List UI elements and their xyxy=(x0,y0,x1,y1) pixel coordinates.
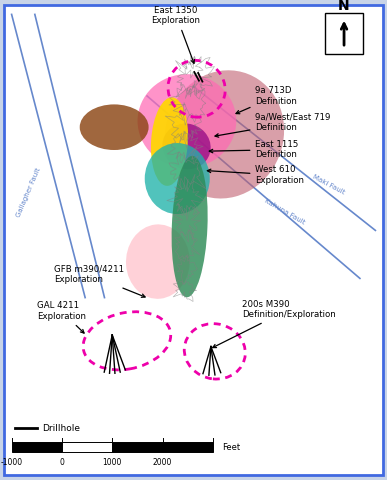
Text: GFB m390/4211
Exploration: GFB m390/4211 Exploration xyxy=(54,265,145,297)
Text: 2000: 2000 xyxy=(153,458,172,468)
Text: 9a 713D
Definition: 9a 713D Definition xyxy=(236,86,297,114)
Text: Maki Fault: Maki Fault xyxy=(312,174,346,196)
Ellipse shape xyxy=(151,97,188,186)
Text: 0: 0 xyxy=(60,458,64,468)
Ellipse shape xyxy=(165,70,284,199)
Bar xyxy=(112,442,163,452)
Text: Gallagher Fault: Gallagher Fault xyxy=(16,167,42,217)
Ellipse shape xyxy=(163,123,211,169)
Text: East 1115
Definition: East 1115 Definition xyxy=(209,140,299,159)
Text: GAL 4211
Exploration: GAL 4211 Exploration xyxy=(37,301,86,333)
Text: -1000: -1000 xyxy=(0,458,23,468)
Text: 200s M390
Definition/Exploration: 200s M390 Definition/Exploration xyxy=(213,300,336,348)
Text: 1000: 1000 xyxy=(103,458,122,468)
Text: N: N xyxy=(338,0,350,13)
Text: West 610
Exploration: West 610 Exploration xyxy=(207,166,305,185)
Bar xyxy=(325,13,363,54)
Ellipse shape xyxy=(145,143,210,214)
Ellipse shape xyxy=(171,156,208,297)
Bar xyxy=(12,442,62,452)
Text: East 1350
Exploration: East 1350 Exploration xyxy=(152,6,200,63)
Text: Drillhole: Drillhole xyxy=(42,424,80,432)
Ellipse shape xyxy=(80,104,149,150)
Ellipse shape xyxy=(138,74,236,168)
Bar xyxy=(62,442,112,452)
Text: Kahuna Fault: Kahuna Fault xyxy=(263,197,306,225)
Bar xyxy=(163,442,213,452)
Text: Feet: Feet xyxy=(223,444,241,453)
Text: 9a/West/East 719
Definition: 9a/West/East 719 Definition xyxy=(215,113,331,137)
Ellipse shape xyxy=(126,224,190,299)
